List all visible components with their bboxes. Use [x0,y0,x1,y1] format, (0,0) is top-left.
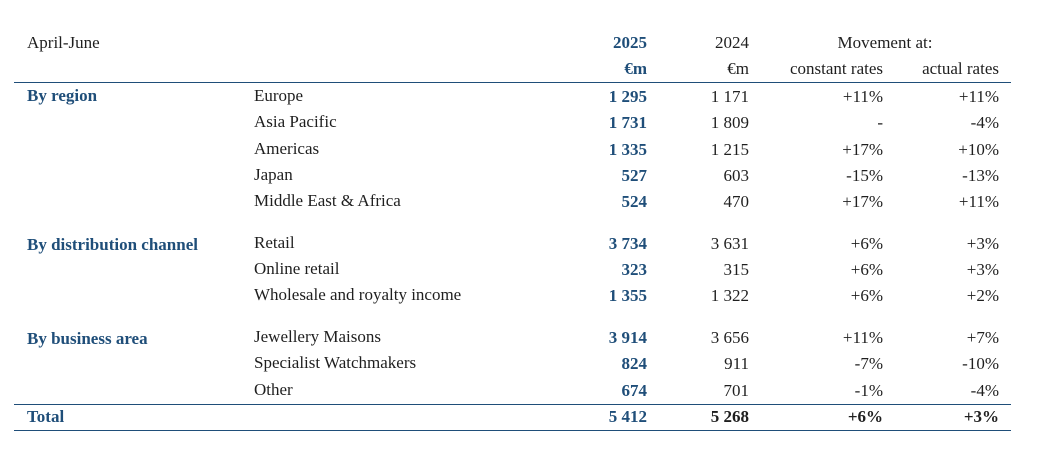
movement-actual: +11% [958,192,999,211]
value-2024: 911 [724,354,749,373]
period-label: April-June [27,33,100,52]
movement-constant: +17% [842,192,883,211]
movement-constant: -1% [854,381,883,400]
movement-actual: -4% [970,381,999,400]
row-label: Other [254,380,293,399]
value-2024: 470 [723,192,750,211]
value-2025: 1 295 [608,87,647,106]
value-2025: 524 [621,192,648,211]
value-2024: 603 [723,166,750,185]
value-2024: 1 171 [710,87,749,106]
row-label: Asia Pacific [254,112,337,131]
value-2024: 3 631 [710,234,749,253]
movement-constant: +6% [850,234,883,253]
value-2025: 3 734 [608,234,647,253]
movement-constant: - [877,113,883,132]
total-bottom-rule [14,430,1011,431]
row-label: Europe [254,86,304,105]
movement-actual: -4% [970,113,999,132]
value-2025: 1 355 [608,286,647,305]
section-title: By distribution channel [27,235,198,254]
row-label: Online retail [254,259,340,278]
movement-actual: +7% [966,328,999,347]
movement-actual: +2% [966,286,999,305]
row-label: Middle East & Africa [254,191,401,210]
constant-rates-header: constant rates [790,59,883,78]
unit-2024: €m [727,59,749,78]
row-label: Wholesale and royalty income [254,285,462,304]
value-2025: 323 [621,260,648,279]
value-2025: 3 914 [608,328,647,347]
section-title: By region [27,86,98,105]
movement-constant: +17% [842,140,883,159]
value-2024: 1 809 [710,113,749,132]
value-2025: 1 335 [608,140,647,159]
row-label: Retail [254,233,295,252]
total-top-rule [14,404,1011,405]
value-2024: 1 322 [710,286,749,305]
total-2025: 5 412 [608,407,647,426]
value-2025: 527 [621,166,648,185]
row-label: Americas [254,139,320,158]
movement-actual: +3% [966,234,999,253]
value-2025: 674 [621,381,648,400]
movement-constant: +11% [842,328,883,347]
total-label: Total [27,407,65,426]
value-2024: 701 [723,381,750,400]
movement-constant: +11% [842,87,883,106]
movement-actual: +11% [958,87,999,106]
movement-constant: +6% [850,260,883,279]
total-actual: +3% [963,407,999,426]
movement-header: Movement at: [837,33,933,52]
row-label: Specialist Watchmakers [254,353,417,372]
row-label: Jewellery Maisons [254,327,382,346]
total-constant: +6% [847,407,883,426]
total-2024: 5 268 [710,407,749,426]
actual-rates-header: actual rates [922,59,999,78]
unit-2025: €m [624,59,647,78]
header-rule [14,82,1011,83]
row-label: Japan [254,165,293,184]
movement-constant: -15% [846,166,883,185]
value-2024: 3 656 [710,328,749,347]
movement-actual: +10% [958,140,999,159]
movement-actual: +3% [966,260,999,279]
movement-constant: -7% [854,354,883,373]
movement-actual: -10% [962,354,999,373]
value-2025: 1 731 [608,113,647,132]
col-2025-header: 2025 [613,33,647,52]
value-2024: 1 215 [710,140,749,159]
movement-constant: +6% [850,286,883,305]
value-2024: 315 [723,260,750,279]
movement-actual: -13% [962,166,999,185]
col-2024-header: 2024 [715,33,749,52]
section-title: By business area [27,329,148,348]
value-2025: 824 [621,354,648,373]
